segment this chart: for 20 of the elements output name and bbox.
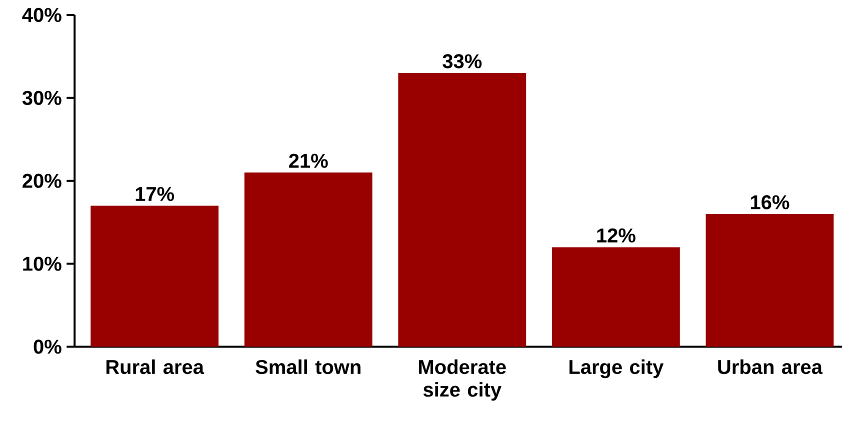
data-label: 16%	[750, 195, 790, 210]
y-tick-label: 10%	[23, 256, 62, 272]
y-tick-label: 20%	[22, 174, 62, 188]
y-tick-label: 40%	[22, 8, 62, 22]
x-tick-label: Small town	[256, 360, 360, 374]
bar	[552, 247, 680, 347]
data-label: 33%	[442, 54, 482, 68]
data-label: 21%	[289, 154, 328, 168]
bar	[706, 214, 834, 347]
x-tick-label: Moderate size city	[419, 360, 506, 401]
bar	[244, 172, 372, 347]
x-tick-label: Large city	[570, 360, 664, 378]
x-tick-label: Urban area	[718, 360, 823, 374]
y-tick-label: 0%	[34, 340, 62, 354]
data-label: 17%	[136, 187, 174, 202]
x-tick-label: Rural area	[106, 360, 204, 374]
data-label: 12%	[597, 228, 636, 243]
y-tick-label: 30%	[22, 90, 62, 106]
bar	[398, 73, 526, 347]
bar	[90, 206, 219, 347]
